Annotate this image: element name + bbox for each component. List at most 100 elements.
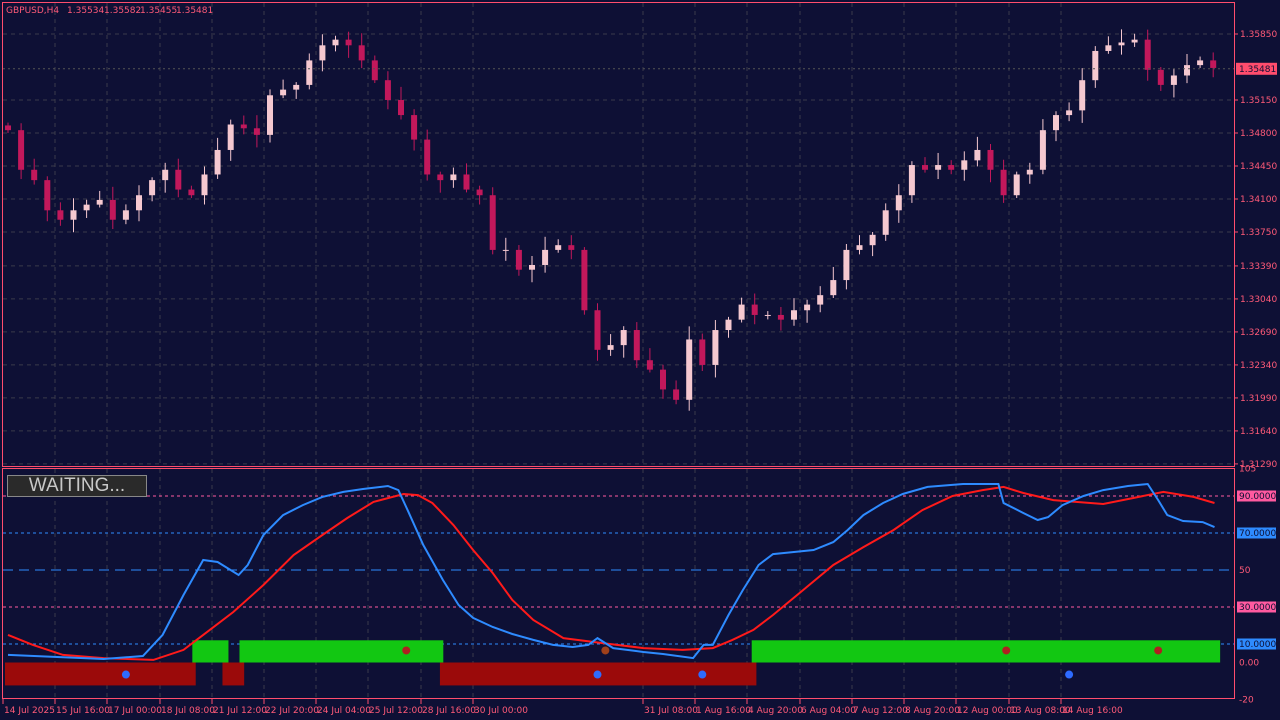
main-chart-frame	[2, 2, 1235, 467]
time-axis-label: 17 Jul 00:00	[108, 706, 162, 716]
bullish-candle	[974, 149, 981, 161]
bullish-candle	[1053, 115, 1059, 131]
bearish-candle	[371, 60, 378, 81]
main-line-blue	[7, 482, 1215, 661]
bearish-candle	[424, 139, 431, 175]
bullish-candle	[267, 95, 273, 135]
indicator-axis-label: 0.00	[1239, 659, 1259, 669]
bullish-candle	[149, 180, 156, 196]
price-axis-label: 1.35850	[1240, 30, 1277, 40]
bullish-candle	[122, 210, 129, 220]
bearish-candle	[253, 128, 260, 135]
signal-dot	[601, 646, 610, 655]
time-axis-label: 7 Aug 12:00	[853, 706, 908, 716]
ohlc-low: 1.35455	[140, 6, 177, 16]
bullish-candle	[1131, 39, 1138, 43]
bearish-candle	[5, 125, 11, 131]
current-price-label: 1.35481	[1239, 65, 1276, 75]
bearish-candle	[987, 149, 994, 170]
bearish-candle	[699, 339, 706, 365]
bullish-candle	[725, 319, 732, 331]
bearish-candle	[489, 195, 496, 250]
price-axis-label: 1.34800	[1240, 129, 1277, 139]
bearish-candle	[948, 165, 955, 170]
price-axis-label: 1.32690	[1240, 328, 1277, 338]
bullish-candle	[555, 245, 562, 250]
time-axis-label: 15 Jul 16:00	[56, 706, 110, 716]
bearish-candle	[660, 369, 666, 390]
histogram-bar-red	[5, 662, 196, 686]
time-axis-label: 21 Jul 12:00	[213, 706, 267, 716]
status-label: WAITING...	[7, 475, 147, 497]
indicator-axis-label: -20	[1239, 696, 1254, 706]
bearish-candle	[568, 245, 575, 250]
bullish-candle	[869, 234, 876, 246]
bullish-candle	[843, 249, 850, 281]
bullish-candle	[607, 345, 614, 350]
bullish-candle	[280, 89, 287, 96]
indicator-axis-label: 90.0000	[1239, 492, 1276, 502]
bearish-candle	[646, 360, 653, 370]
histogram-bar-green	[751, 640, 1221, 663]
indicator-frame	[2, 468, 1235, 699]
current-price-tag	[1236, 62, 1277, 75]
bullish-candle	[764, 314, 771, 316]
bullish-candle	[935, 165, 942, 170]
bullish-candle	[804, 304, 811, 311]
bearish-candle	[345, 39, 352, 46]
bearish-candle	[673, 389, 680, 400]
bullish-candle	[529, 264, 535, 270]
bearish-candle	[515, 249, 522, 270]
bearish-candle	[411, 115, 418, 140]
bullish-candle	[712, 330, 719, 365]
histogram-bar-green	[192, 640, 229, 663]
bullish-candle	[293, 84, 300, 90]
time-axis-label: 1 Aug 16:00	[696, 706, 751, 716]
bearish-candle	[1144, 39, 1151, 70]
price-axis-label: 1.35150	[1240, 96, 1277, 106]
price-axis-label: 1.34450	[1240, 162, 1277, 172]
bearish-candle	[777, 314, 784, 320]
time-axis-label: 14 Aug 16:00	[1062, 706, 1123, 716]
bullish-candle	[908, 165, 915, 196]
signal-dot	[402, 646, 411, 655]
time-axis-label: 22 Jul 20:00	[265, 706, 319, 716]
price-axis-label: 1.33040	[1240, 295, 1277, 305]
bullish-candle	[961, 160, 968, 170]
bearish-candle	[398, 99, 404, 116]
time-axis-label: 4 Aug 20:00	[748, 706, 803, 716]
ohlc-open: 1.35534	[67, 6, 104, 16]
price-axis-label: 1.34100	[1240, 195, 1277, 205]
bearish-candle	[358, 45, 365, 61]
bullish-candle	[1092, 50, 1099, 81]
time-axis-label: 31 Jul 08:00	[644, 706, 698, 716]
bearish-candle	[1157, 69, 1164, 85]
signal-dot	[121, 670, 130, 679]
bullish-candle	[882, 210, 889, 235]
bullish-candle	[542, 249, 549, 265]
bullish-candle	[227, 124, 234, 150]
bearish-candle	[463, 174, 470, 190]
bearish-candle	[922, 165, 928, 170]
bullish-candle	[1184, 65, 1190, 76]
symbol-label: GBPUSD,H4	[6, 6, 59, 16]
level-tag	[1237, 601, 1276, 613]
ohlc-high: 1.35582	[104, 6, 141, 16]
indicator-axis-label: 10.0000	[1239, 640, 1276, 650]
bullish-candle	[201, 174, 208, 196]
level-tag	[1237, 638, 1276, 650]
bullish-candle	[1079, 80, 1086, 111]
indicator-axis-label: 70.0000	[1239, 529, 1276, 539]
indicator-axis-label: 50	[1239, 566, 1251, 576]
bearish-candle	[18, 130, 25, 170]
time-axis-label: 12 Aug 00:00	[957, 706, 1018, 716]
bullish-candle	[1066, 110, 1073, 116]
bearish-candle	[633, 330, 640, 361]
price-axis-label: 1.31640	[1240, 427, 1277, 437]
signal-dot	[1065, 670, 1074, 679]
bearish-candle	[240, 124, 247, 129]
bullish-candle	[306, 60, 313, 85]
indicator-axis-label: 30.0000	[1239, 603, 1276, 613]
time-axis-label: 13 Aug 08:00	[1010, 706, 1071, 716]
